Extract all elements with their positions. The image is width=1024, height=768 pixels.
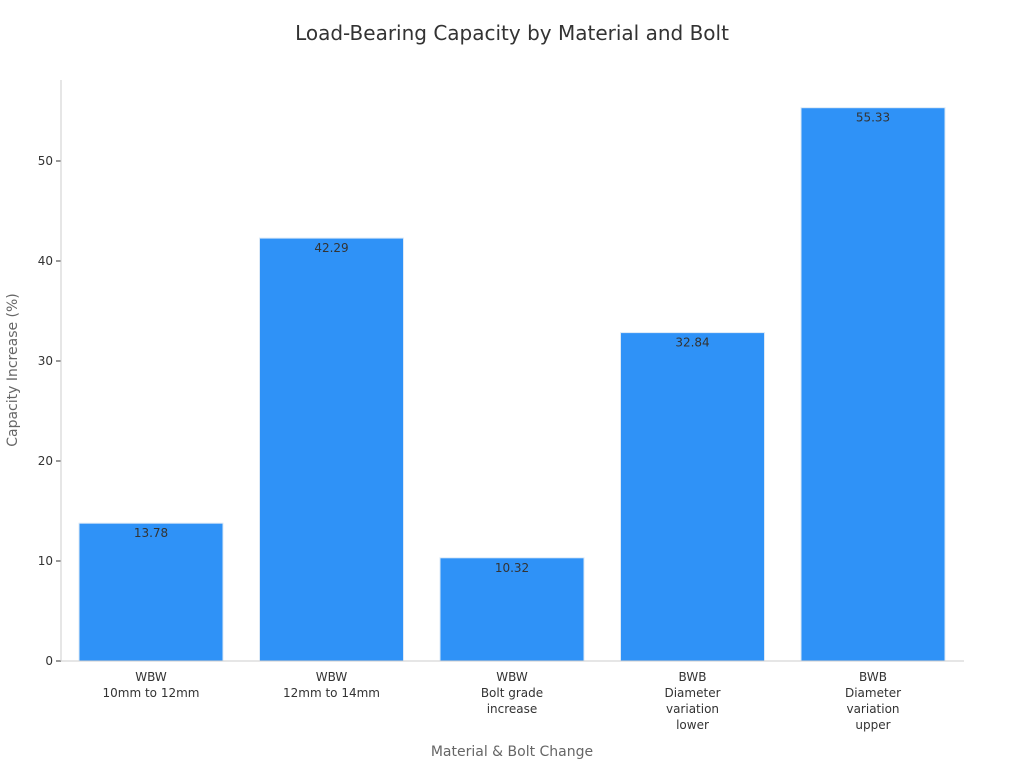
y-tick-label-10: 10 [38,554,53,568]
x-tick-line: variation [666,702,719,716]
chart-title: Load-Bearing Capacity by Material and Bo… [295,21,729,45]
x-tick-label-5: BWB Diameter variation upper [845,670,901,732]
data-label-1: 13.78 [134,526,168,540]
x-tick-line: WBW [135,670,167,684]
bar-3 [439,557,585,662]
data-label-5: 55.33 [856,111,890,125]
x-tick-line: WBW [316,670,348,684]
y-tick-label-50: 50 [38,154,53,168]
x-tick-line: increase [487,702,538,716]
bar-1 [78,522,224,662]
x-tick-label-4: BWB Diameter variation lower [664,670,720,732]
x-axis-label: Material & Bolt Change [431,744,593,760]
y-tick-label-40: 40 [38,254,53,268]
data-label-4: 32.84 [675,336,709,350]
x-tick-line: lower [676,718,709,732]
x-tick-line: Diameter [664,686,720,700]
y-tick-label-20: 20 [38,454,53,468]
x-tick-line: variation [846,702,899,716]
x-tick-line: WBW [496,670,528,684]
y-tick-label-0: 0 [45,654,53,668]
y-axis-label: Capacity Increase (%) [5,293,21,447]
x-tick-label-1: WBW 10mm to 12mm [103,670,200,700]
x-tick-line: 12mm to 14mm [283,686,380,700]
data-label-3: 10.32 [495,561,529,575]
bar-5 [800,107,946,662]
bars [78,107,946,662]
x-tick-line: BWB [679,670,707,684]
x-tick-label-3: WBW Bolt grade increase [481,670,543,716]
bar-4 [620,332,765,662]
data-label-2: 42.29 [314,241,348,255]
y-axis-ticks: 0 10 20 30 40 50 [38,154,61,668]
x-axis-ticks: WBW 10mm to 12mm WBW 12mm to 14mm WBW Bolt gr… [103,670,902,732]
x-tick-line: BWB [859,670,887,684]
data-labels: 13.78 42.29 10.32 32.84 55.33 [134,111,890,575]
x-tick-label-2: WBW 12mm to 14mm [283,670,380,700]
bar-2 [259,237,404,662]
x-tick-line: 10mm to 12mm [103,686,200,700]
x-tick-line: upper [855,718,890,732]
x-tick-line: Diameter [845,686,901,700]
y-tick-label-30: 30 [38,354,53,368]
x-tick-line: Bolt grade [481,686,543,700]
